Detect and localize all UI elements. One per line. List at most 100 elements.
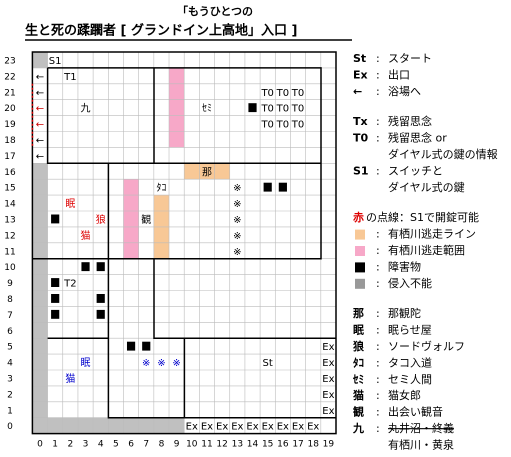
legend-key: Ex [353, 68, 368, 81]
shaded-cell [123, 226, 139, 243]
legend-separator: : [376, 244, 380, 257]
row-label: 13 [4, 215, 15, 225]
title-line1: 「もうひとつの [177, 4, 253, 18]
outer-wall [31, 51, 337, 435]
legend-text: スタート [388, 52, 432, 65]
legend-text: 侵入不能 [388, 276, 432, 290]
shaded-cell [32, 401, 48, 418]
cell-label: ※ [172, 358, 180, 369]
cell-label: Ex [322, 390, 334, 401]
row-label: 17 [4, 152, 15, 162]
shaded-cell [32, 385, 48, 402]
row-label: 23 [4, 56, 15, 66]
legend-text: 出会い観音 [388, 405, 443, 419]
shaded-cell [123, 417, 139, 434]
legend-key: ｾﾐ [352, 373, 364, 386]
col-label: 7 [143, 440, 149, 450]
shaded-cell [169, 83, 185, 100]
legend-key: 猫 [353, 388, 364, 402]
shaded-cell [123, 242, 139, 259]
shaded-cell [32, 370, 48, 386]
legend-text: スイッチと [388, 164, 443, 177]
cell-label: ← [36, 151, 44, 162]
shaded-cell [108, 417, 124, 434]
cell-label: 眠 [65, 198, 75, 210]
shaded-cell [62, 417, 78, 434]
row-label: 9 [7, 279, 13, 289]
shaded-cell [123, 179, 139, 196]
cell-label: 眠 [81, 357, 91, 369]
shaded-cell [93, 417, 109, 434]
col-label: 1 [52, 440, 58, 450]
cell-label: Ex [186, 422, 198, 433]
row-label: 2 [7, 390, 13, 400]
shaded-cell [169, 115, 185, 132]
legend-text: 障害物 [388, 259, 421, 273]
col-label: 14 [247, 440, 259, 450]
shaded-cell [32, 226, 48, 243]
col-label: 6 [128, 440, 134, 450]
cell-label: T0 [291, 104, 304, 115]
shaded-cell [32, 354, 48, 370]
walls [31, 51, 337, 435]
shaded-cell [153, 242, 170, 259]
legend-text: セミ人間 [388, 373, 432, 386]
shaded-cell [32, 417, 48, 434]
legend-separator: : [376, 52, 380, 65]
shaded-cell [32, 163, 48, 180]
legend-separator: : [376, 324, 380, 337]
shaded-cell [32, 211, 48, 227]
legend-separator: : [376, 132, 380, 145]
cell-label: ← [36, 104, 44, 115]
shaded-cell [47, 417, 63, 434]
cell-label: St [263, 358, 273, 369]
legend-separator: : [376, 422, 380, 435]
obstacle [142, 341, 151, 351]
cell-label: Ex [231, 422, 243, 433]
shaded-cell [184, 163, 200, 180]
shaded-cell [153, 195, 170, 211]
legend-separator: : [376, 356, 380, 369]
row-label: 5 [7, 343, 13, 353]
legend-key: 狼 [353, 339, 364, 353]
legend-separator: : [376, 85, 380, 98]
col-label: 12 [216, 440, 227, 450]
shaded-cell [123, 211, 139, 227]
row-label: 18 [4, 136, 16, 146]
cell-label: S1 [49, 56, 62, 67]
row-label: 1 [7, 406, 13, 416]
cell-label: ← [36, 88, 44, 99]
cell-label: Ex [201, 422, 213, 433]
legend-separator: : [376, 68, 380, 81]
legend-key: 赤 [353, 210, 364, 224]
cell-label: Ex [322, 374, 334, 385]
shaded-cell [169, 99, 185, 116]
col-label: 18 [308, 440, 320, 450]
legend-text: 残留思念 [388, 114, 432, 128]
shaded-cell [123, 195, 139, 211]
cell-label: T0 [276, 88, 289, 99]
obstacle [81, 262, 90, 272]
cell-label: T2 [63, 279, 76, 290]
cell-label: ﾀｺ [156, 182, 166, 194]
shaded-cell [199, 163, 215, 180]
col-label: 17 [292, 440, 303, 450]
shaded-cell [32, 322, 48, 339]
shaded-cell [32, 306, 48, 323]
legend-separator: : [376, 340, 380, 353]
cell-label: T0 [260, 120, 273, 131]
title-line2: 生と死の蹂躙者 [ グランドイン上高地」入口 ] [25, 23, 297, 39]
col-label: 11 [201, 440, 212, 450]
shaded-cell [169, 417, 185, 434]
row-label: 19 [4, 120, 16, 130]
legend-text: ダイヤル式の鍵 [388, 180, 465, 194]
legend-text: 那観陀 [388, 306, 421, 320]
legend-separator: : [376, 373, 380, 386]
cell-label: Ex [262, 422, 274, 433]
obstacle [96, 262, 105, 272]
cell-label: 猫 [65, 372, 75, 385]
obstacle [248, 103, 257, 113]
shaded-cell [32, 242, 48, 259]
obstacle [126, 341, 136, 351]
